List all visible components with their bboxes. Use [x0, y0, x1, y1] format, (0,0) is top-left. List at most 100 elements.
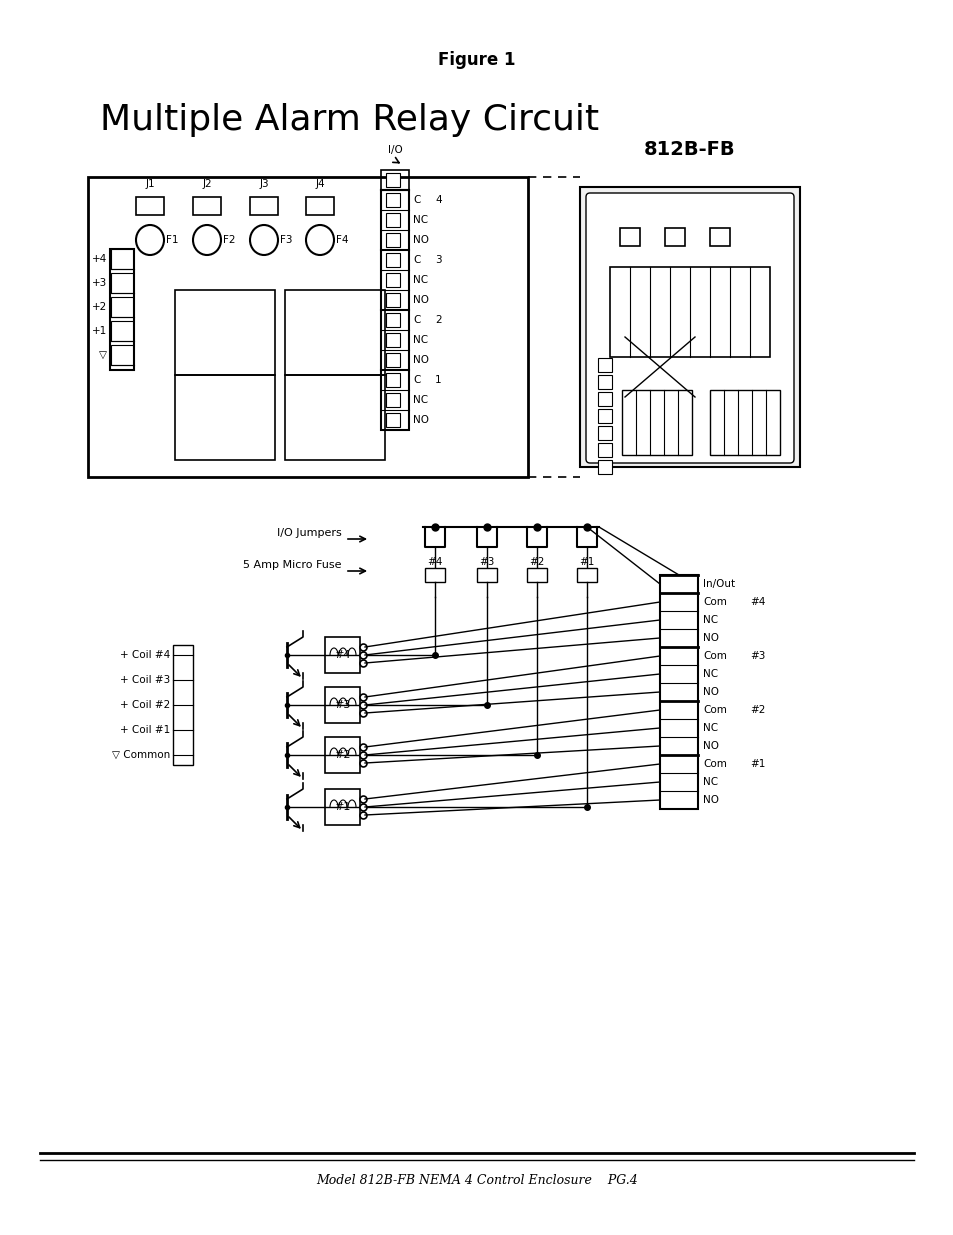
Bar	[386, 253, 399, 267]
Text: Com: Com	[702, 705, 726, 715]
Bar	[598, 358, 612, 372]
Bar	[88, 177, 527, 477]
FancyBboxPatch shape	[585, 193, 793, 463]
Bar	[386, 312, 399, 327]
Text: + Coil #2: + Coil #2	[120, 700, 170, 710]
Text: + Coil #1: + Coil #1	[120, 725, 170, 735]
Text: I/O Jumpers: I/O Jumpers	[277, 529, 341, 538]
Text: #4: #4	[427, 557, 442, 567]
Text: C: C	[413, 254, 420, 266]
Text: NO: NO	[702, 634, 719, 643]
Bar	[598, 426, 612, 440]
Text: + Coil #3: + Coil #3	[120, 676, 170, 685]
Text: +1: +1	[91, 326, 107, 336]
Bar	[111, 273, 132, 293]
Text: + Coil #4: + Coil #4	[120, 650, 170, 659]
Text: I/O: I/O	[387, 144, 402, 156]
Text: #4: #4	[749, 597, 764, 606]
Text: 812B-FB: 812B-FB	[643, 140, 735, 158]
Bar	[619, 228, 639, 246]
Text: NC: NC	[413, 275, 428, 285]
Text: +4: +4	[91, 254, 107, 264]
Text: #3: #3	[749, 651, 764, 661]
Text: #2: #2	[749, 705, 764, 715]
Bar	[598, 443, 612, 457]
Bar	[598, 391, 612, 406]
Text: F2: F2	[223, 235, 235, 245]
Bar	[709, 390, 780, 454]
Bar	[380, 190, 409, 430]
Text: NC: NC	[702, 615, 718, 625]
Text: Multiple Alarm Relay Circuit: Multiple Alarm Relay Circuit	[100, 103, 598, 137]
Bar	[664, 228, 684, 246]
Text: Com: Com	[702, 651, 726, 661]
Bar	[325, 737, 359, 773]
Bar	[659, 576, 698, 809]
Text: #3: #3	[334, 700, 350, 710]
Bar	[579, 186, 800, 467]
Text: +3: +3	[91, 278, 107, 288]
Bar	[386, 173, 399, 186]
Text: F3: F3	[280, 235, 293, 245]
Text: J4: J4	[314, 179, 324, 189]
Text: #3: #3	[478, 557, 495, 567]
Text: NC: NC	[702, 777, 718, 787]
Text: F4: F4	[335, 235, 348, 245]
Ellipse shape	[306, 225, 334, 254]
Bar	[136, 198, 164, 215]
Text: NO: NO	[413, 295, 429, 305]
Bar	[386, 193, 399, 207]
Text: #1: #1	[749, 760, 764, 769]
Text: NC: NC	[413, 335, 428, 345]
Bar	[709, 228, 729, 246]
Ellipse shape	[136, 225, 164, 254]
Bar	[386, 293, 399, 308]
Text: #4: #4	[334, 650, 350, 659]
Ellipse shape	[250, 225, 277, 254]
Bar	[172, 645, 193, 764]
Text: #1: #1	[334, 802, 350, 811]
Bar	[424, 568, 444, 582]
Bar	[325, 687, 359, 722]
Bar	[325, 637, 359, 673]
Text: C: C	[413, 315, 420, 325]
Bar	[285, 375, 385, 459]
Bar	[526, 568, 546, 582]
Text: 4: 4	[435, 195, 441, 205]
Text: NO: NO	[413, 354, 429, 366]
Text: 5 Amp Micro Fuse: 5 Amp Micro Fuse	[243, 559, 341, 571]
Text: 2: 2	[435, 315, 441, 325]
Bar	[325, 789, 359, 825]
Bar	[577, 568, 597, 582]
Text: Com: Com	[702, 597, 726, 606]
Text: J1: J1	[145, 179, 154, 189]
Bar	[174, 375, 274, 459]
Text: NO: NO	[413, 415, 429, 425]
Bar	[386, 393, 399, 408]
Text: #1: #1	[578, 557, 594, 567]
Bar	[476, 568, 497, 582]
Bar	[174, 290, 274, 375]
Bar	[380, 170, 409, 190]
Text: In/Out: In/Out	[702, 579, 735, 589]
Bar	[111, 321, 132, 341]
Text: Figure 1: Figure 1	[437, 51, 516, 69]
Bar	[386, 373, 399, 387]
Bar	[598, 459, 612, 474]
Bar	[386, 273, 399, 287]
Text: NC: NC	[702, 669, 718, 679]
Text: ▽: ▽	[99, 350, 107, 359]
Text: 3: 3	[435, 254, 441, 266]
Text: +2: +2	[91, 303, 107, 312]
Text: Com: Com	[702, 760, 726, 769]
Bar	[386, 233, 399, 247]
Text: NO: NO	[702, 795, 719, 805]
Ellipse shape	[193, 225, 221, 254]
Text: C: C	[413, 195, 420, 205]
Bar	[609, 267, 769, 357]
Text: NO: NO	[702, 687, 719, 697]
Bar	[621, 390, 691, 454]
Bar	[111, 345, 132, 366]
Text: Model 812B-FB NEMA 4 Control Enclosure    PG.4: Model 812B-FB NEMA 4 Control Enclosure P…	[315, 1173, 638, 1187]
Bar	[111, 249, 132, 269]
